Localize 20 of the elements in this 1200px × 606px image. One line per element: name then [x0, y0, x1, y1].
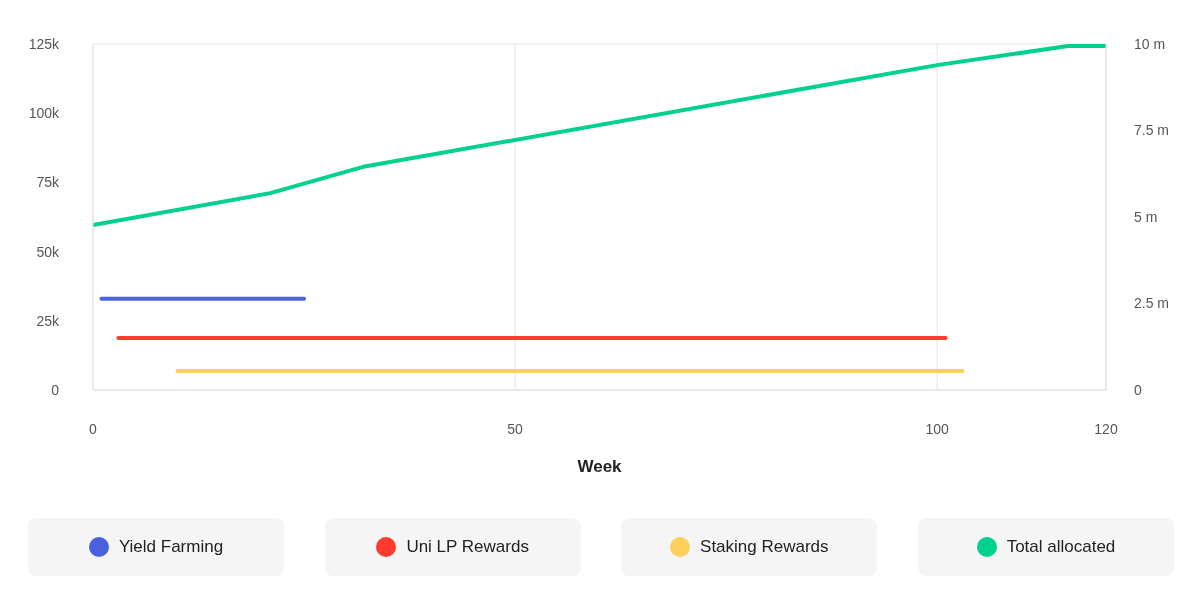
y-tick-label: 75k — [36, 174, 60, 191]
x-tick-label: 50 — [507, 420, 524, 437]
y-tick-label: 25k — [36, 312, 60, 329]
y2-tick-label: 2.5 m — [1134, 295, 1170, 312]
legend-label: Staking Rewards — [700, 537, 829, 557]
legend-label: Total allocated — [1006, 537, 1116, 557]
y-tick-label: 0 — [51, 381, 60, 398]
legend-label: Yield Farming — [118, 537, 224, 557]
x-tick-label: 120 — [1094, 420, 1118, 437]
x-tick-label: 0 — [89, 420, 98, 437]
x-axis-title: Week — [577, 457, 623, 476]
y2-tick-label: 5 m — [1134, 208, 1158, 225]
y-tick-label: 125k — [28, 35, 60, 52]
legend-label: Uni LP Rewards — [406, 537, 529, 557]
y2-tick-label: 0 — [1134, 381, 1142, 398]
y-tick-label: 100k — [28, 105, 60, 122]
y2-tick-label: 10 m — [1134, 35, 1166, 52]
y2-tick-label: 7.5 m — [1134, 122, 1170, 139]
y-tick-label: 50k — [36, 243, 60, 260]
x-tick-label: 100 — [925, 420, 950, 437]
